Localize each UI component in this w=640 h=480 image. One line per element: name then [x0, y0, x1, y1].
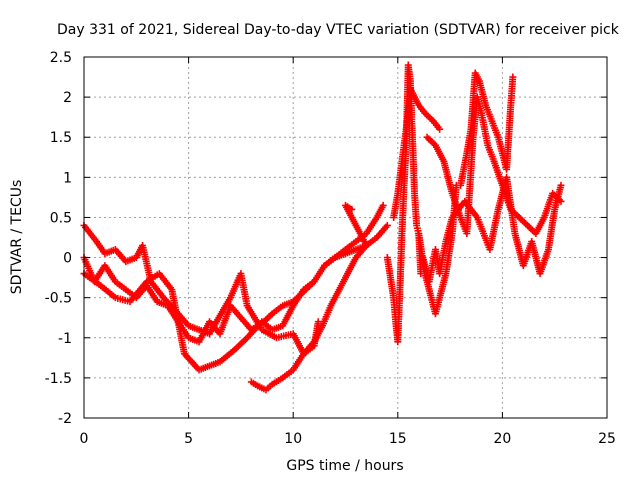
x-tick-label: 20 [493, 431, 511, 447]
series-track-10 [419, 173, 565, 286]
y-tick-label: -0.5 [45, 291, 72, 307]
x-tick-label: 10 [284, 431, 302, 447]
x-tick-label: 25 [598, 431, 616, 447]
data-point [348, 205, 356, 213]
grid [84, 57, 607, 418]
x-axis-label: GPS time / hours [286, 458, 403, 474]
series-track-5 [321, 201, 370, 270]
y-tick-label: -1.5 [45, 371, 72, 387]
data-point [314, 318, 322, 326]
x-tick-label: 5 [184, 431, 193, 447]
y-tick-label: 1 [63, 170, 72, 186]
data-point [383, 221, 391, 229]
y-axis-label: SDTVAR / TECUs [9, 180, 25, 295]
y-tick-label: 2.5 [50, 50, 72, 66]
plot-frame [83, 56, 608, 419]
x-tick-label: 15 [389, 431, 407, 447]
data-points [80, 61, 565, 394]
data-point [557, 181, 565, 189]
data-point [436, 125, 444, 133]
series-track-2 [80, 254, 318, 346]
data-point [509, 73, 517, 81]
y-tick-label: 0 [63, 251, 72, 267]
series-track-7 [390, 85, 444, 221]
axis-ticks: 0 5 10 15 20 25 -2 -1.5 -1 -0.5 0 0.5 1 1.5 2 2.5 [45, 50, 616, 447]
y-tick-label: 1.5 [50, 130, 72, 146]
x-tick-label: 0 [80, 431, 89, 447]
data-point [379, 201, 387, 209]
series-track-4 [247, 221, 391, 394]
y-tick-label: -2 [58, 411, 72, 427]
chart-title: Day 331 of 2021, Sidereal Day-to-day VTE… [57, 22, 620, 38]
series-track-3 [80, 201, 387, 374]
y-tick-label: 0.5 [50, 210, 72, 226]
y-tick-label: 2 [63, 90, 72, 106]
y-tick-label: -1 [58, 331, 72, 347]
